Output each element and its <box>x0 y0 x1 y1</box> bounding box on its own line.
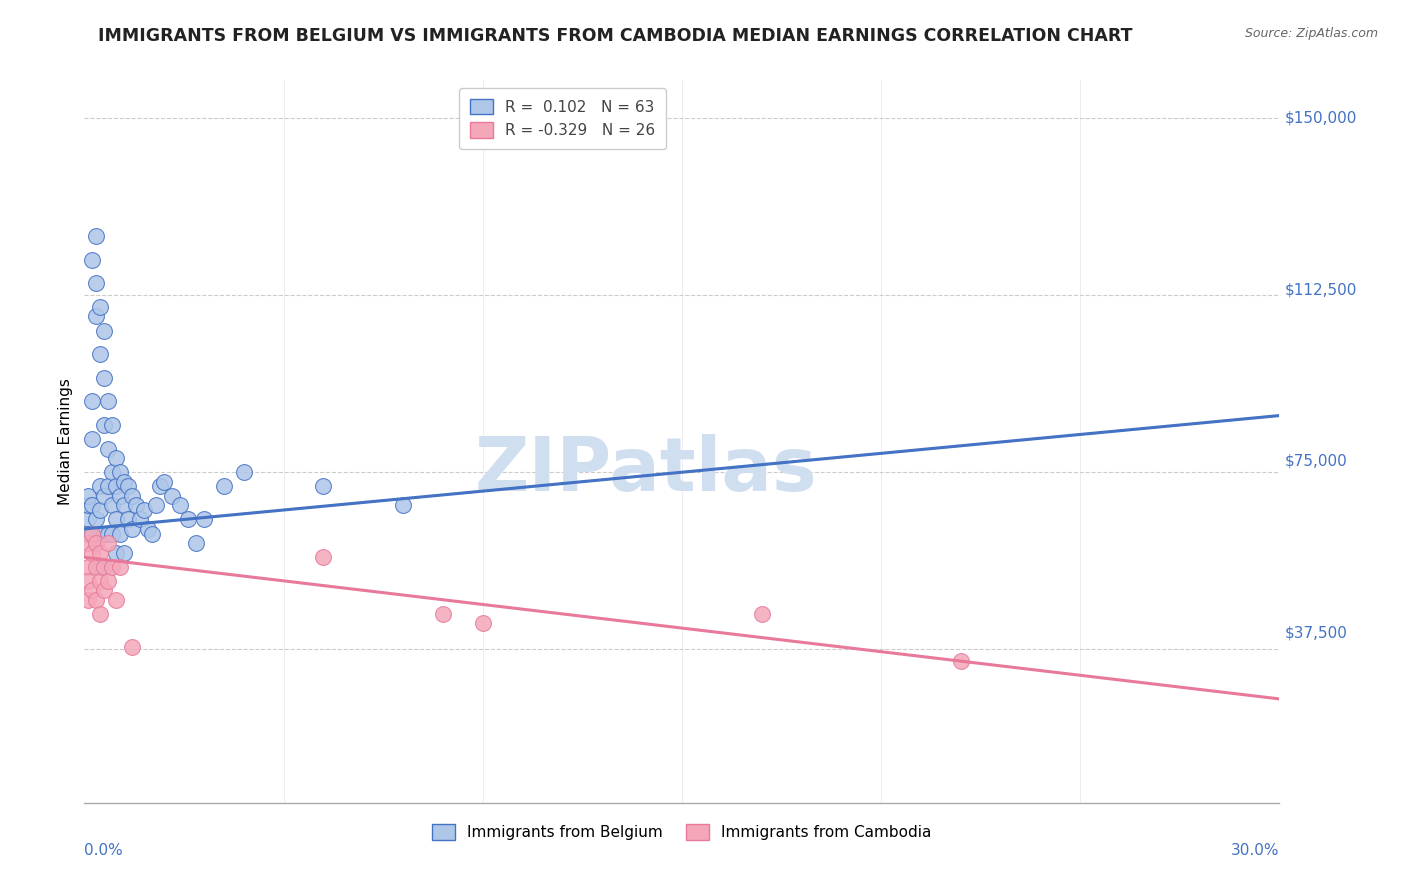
Point <box>112 498 135 512</box>
Point <box>105 451 128 466</box>
Point <box>121 489 143 503</box>
Point <box>86 592 108 607</box>
Point <box>129 512 152 526</box>
Point <box>93 417 115 432</box>
Point <box>86 310 108 324</box>
Point <box>82 526 104 541</box>
Point <box>110 489 132 503</box>
Point <box>86 559 108 574</box>
Point <box>232 465 254 479</box>
Point <box>105 545 128 559</box>
Point <box>145 498 167 512</box>
Point <box>121 640 143 654</box>
Point <box>93 371 115 385</box>
Point <box>149 479 172 493</box>
Text: IMMIGRANTS FROM BELGIUM VS IMMIGRANTS FROM CAMBODIA MEDIAN EARNINGS CORRELATION : IMMIGRANTS FROM BELGIUM VS IMMIGRANTS FR… <box>98 27 1133 45</box>
Point <box>82 394 104 409</box>
Point <box>432 607 454 621</box>
Point <box>89 503 111 517</box>
Point <box>949 654 972 668</box>
Point <box>97 442 120 456</box>
Text: 30.0%: 30.0% <box>1232 843 1279 857</box>
Point <box>160 489 183 503</box>
Point <box>97 479 120 493</box>
Point <box>97 574 120 588</box>
Legend: Immigrants from Belgium, Immigrants from Cambodia: Immigrants from Belgium, Immigrants from… <box>423 815 941 849</box>
Point <box>86 277 108 291</box>
Point <box>86 512 108 526</box>
Point <box>82 583 104 598</box>
Point <box>125 498 148 512</box>
Point <box>193 512 215 526</box>
Point <box>101 559 124 574</box>
Point <box>93 583 115 598</box>
Point <box>110 465 132 479</box>
Point <box>89 479 111 493</box>
Point <box>121 522 143 536</box>
Point <box>77 536 100 550</box>
Point <box>82 526 104 541</box>
Point <box>82 498 104 512</box>
Point <box>93 559 115 574</box>
Point <box>101 417 124 432</box>
Point <box>169 498 191 512</box>
Text: 0.0%: 0.0% <box>84 843 124 857</box>
Point <box>112 475 135 489</box>
Point <box>105 592 128 607</box>
Point <box>112 545 135 559</box>
Point <box>77 512 100 526</box>
Point <box>312 479 335 493</box>
Point <box>105 512 128 526</box>
Point <box>89 559 111 574</box>
Point <box>97 536 120 550</box>
Point <box>117 512 139 526</box>
Point <box>101 526 124 541</box>
Point <box>77 592 100 607</box>
Point <box>471 616 494 631</box>
Point <box>77 559 100 574</box>
Point <box>97 394 120 409</box>
Point <box>77 526 100 541</box>
Point <box>77 574 100 588</box>
Point <box>101 498 124 512</box>
Point <box>110 559 132 574</box>
Text: ZIPatlas: ZIPatlas <box>475 434 817 507</box>
Point <box>110 526 132 541</box>
Point <box>93 526 115 541</box>
Point <box>89 300 111 314</box>
Y-axis label: Median Earnings: Median Earnings <box>58 378 73 505</box>
Point <box>392 498 415 512</box>
Point <box>153 475 176 489</box>
Point <box>136 522 159 536</box>
Point <box>105 479 128 493</box>
Point <box>82 545 104 559</box>
Point <box>101 465 124 479</box>
Point <box>751 607 773 621</box>
Point <box>212 479 235 493</box>
Point <box>93 324 115 338</box>
Point <box>184 536 207 550</box>
Point <box>86 536 108 550</box>
Point <box>77 489 100 503</box>
Point <box>177 512 200 526</box>
Point <box>93 489 115 503</box>
Point <box>82 252 104 267</box>
Point <box>89 574 111 588</box>
Point <box>89 607 111 621</box>
Point <box>117 479 139 493</box>
Point <box>312 550 335 565</box>
Point <box>82 432 104 446</box>
Point <box>86 536 108 550</box>
Point <box>89 545 111 559</box>
Point <box>77 498 100 512</box>
Point <box>89 347 111 361</box>
Point <box>86 229 108 244</box>
Text: Source: ZipAtlas.com: Source: ZipAtlas.com <box>1244 27 1378 40</box>
Point <box>132 503 156 517</box>
Point <box>97 526 120 541</box>
Point <box>141 526 163 541</box>
